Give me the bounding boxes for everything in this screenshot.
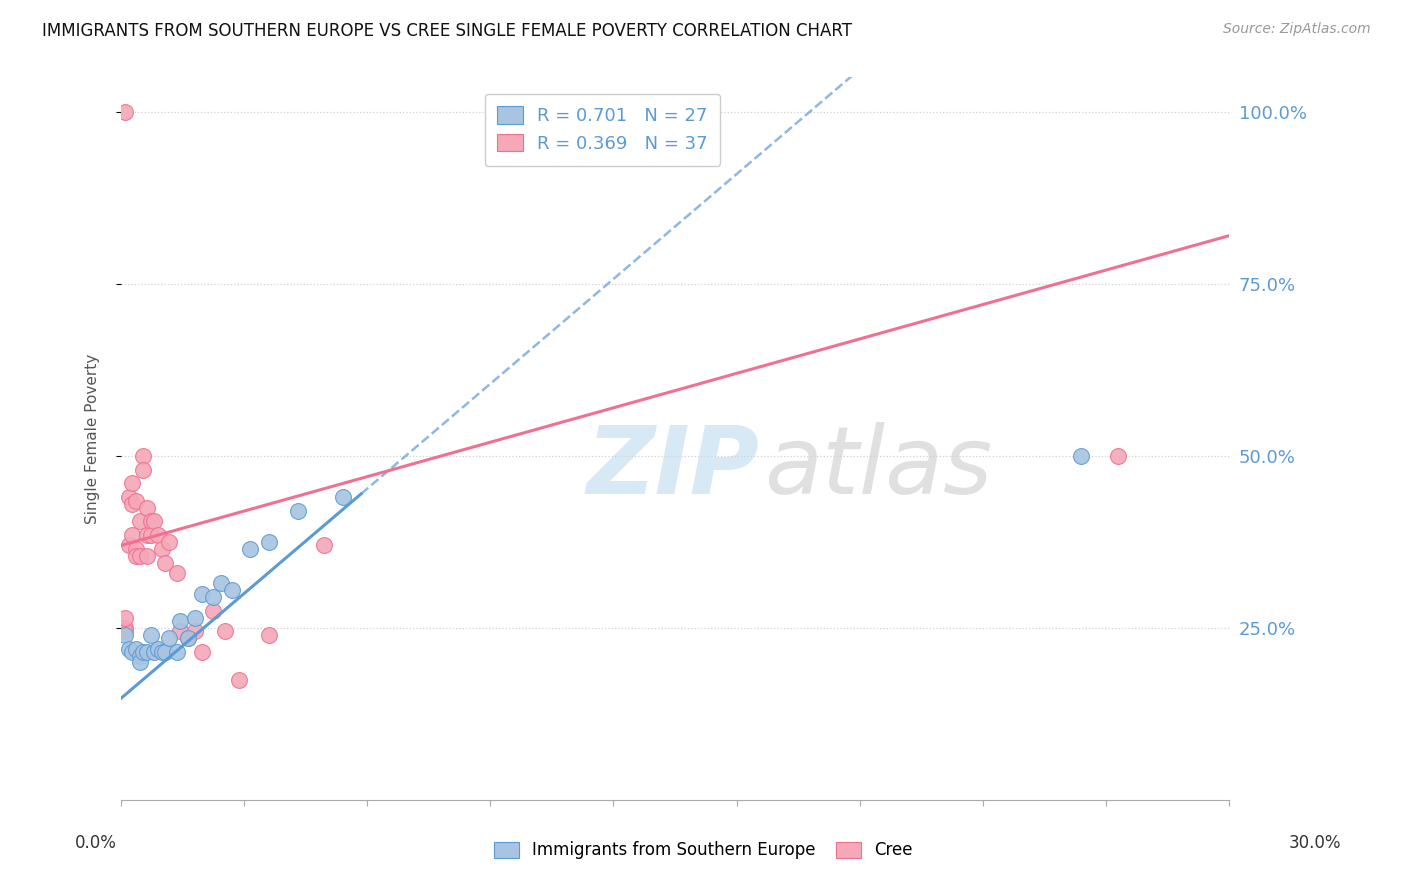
Text: atlas: atlas bbox=[763, 422, 991, 513]
Point bbox=[314, 538, 336, 552]
Point bbox=[114, 628, 136, 642]
Point bbox=[114, 621, 136, 635]
Point bbox=[132, 645, 155, 659]
Point bbox=[191, 586, 214, 600]
Point bbox=[143, 514, 166, 528]
Point bbox=[136, 549, 159, 563]
Point bbox=[125, 493, 148, 508]
Point bbox=[132, 463, 155, 477]
Point bbox=[202, 604, 225, 618]
Point bbox=[150, 645, 173, 659]
Point bbox=[121, 528, 143, 542]
Point bbox=[191, 645, 214, 659]
Point bbox=[184, 610, 207, 624]
Point bbox=[114, 624, 136, 639]
Point bbox=[155, 645, 177, 659]
Point bbox=[139, 628, 162, 642]
Point bbox=[146, 528, 169, 542]
Point bbox=[136, 645, 159, 659]
Point bbox=[125, 541, 148, 556]
Point bbox=[202, 590, 225, 604]
Legend: Immigrants from Southern Europe, Cree: Immigrants from Southern Europe, Cree bbox=[485, 833, 921, 868]
Point bbox=[214, 624, 236, 639]
Point bbox=[114, 104, 136, 119]
Point bbox=[166, 645, 188, 659]
Point bbox=[1070, 449, 1092, 463]
Point bbox=[209, 576, 232, 591]
Point bbox=[146, 641, 169, 656]
Point bbox=[221, 583, 243, 598]
Point bbox=[184, 624, 207, 639]
Text: Source: ZipAtlas.com: Source: ZipAtlas.com bbox=[1223, 22, 1371, 37]
Point bbox=[117, 538, 139, 552]
Point bbox=[239, 541, 262, 556]
Point bbox=[128, 549, 150, 563]
Point bbox=[136, 528, 159, 542]
Point bbox=[125, 549, 148, 563]
Point bbox=[166, 566, 188, 580]
Point bbox=[157, 632, 180, 646]
Point bbox=[228, 673, 250, 687]
Point bbox=[139, 514, 162, 528]
Point bbox=[143, 645, 166, 659]
Point bbox=[1107, 449, 1129, 463]
Text: 0.0%: 0.0% bbox=[75, 834, 117, 852]
Point bbox=[114, 610, 136, 624]
Point bbox=[128, 656, 150, 670]
Text: 30.0%: 30.0% bbox=[1288, 834, 1341, 852]
Legend: R = 0.701   N = 27, R = 0.369   N = 37: R = 0.701 N = 27, R = 0.369 N = 37 bbox=[485, 94, 720, 166]
Point bbox=[121, 497, 143, 511]
Point bbox=[132, 449, 155, 463]
Point bbox=[117, 490, 139, 504]
Y-axis label: Single Female Poverty: Single Female Poverty bbox=[86, 353, 100, 524]
Point bbox=[257, 535, 280, 549]
Point bbox=[155, 556, 177, 570]
Point bbox=[121, 476, 143, 491]
Point bbox=[169, 614, 191, 628]
Text: IMMIGRANTS FROM SOUTHERN EUROPE VS CREE SINGLE FEMALE POVERTY CORRELATION CHART: IMMIGRANTS FROM SOUTHERN EUROPE VS CREE … bbox=[42, 22, 852, 40]
Point bbox=[287, 504, 309, 518]
Point bbox=[176, 632, 198, 646]
Point bbox=[176, 632, 198, 646]
Text: ZIP: ZIP bbox=[586, 422, 759, 514]
Point bbox=[139, 528, 162, 542]
Point bbox=[136, 500, 159, 515]
Point bbox=[125, 641, 148, 656]
Point bbox=[128, 514, 150, 528]
Point bbox=[169, 624, 191, 639]
Point bbox=[157, 535, 180, 549]
Point bbox=[257, 628, 280, 642]
Point bbox=[128, 648, 150, 663]
Point bbox=[117, 641, 139, 656]
Point bbox=[150, 541, 173, 556]
Point bbox=[121, 645, 143, 659]
Point bbox=[332, 490, 354, 504]
